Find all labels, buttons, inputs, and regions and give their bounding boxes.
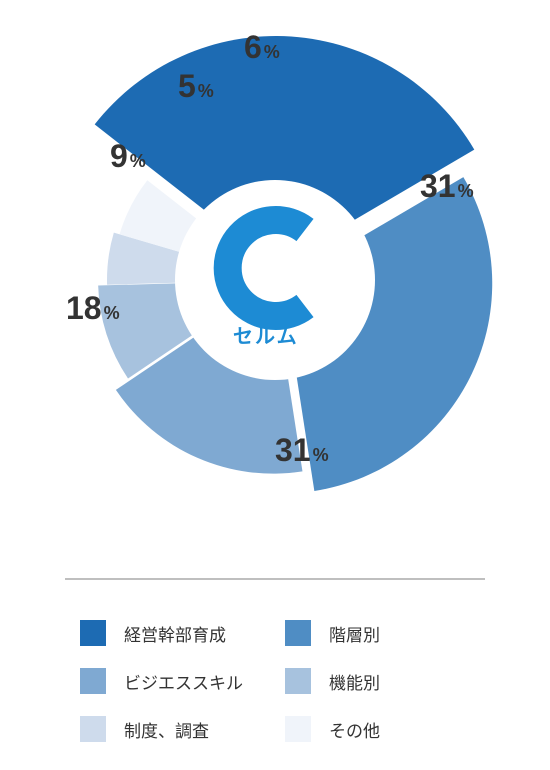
legend-swatch: [285, 668, 311, 694]
pie-chart: 31%31%18%9%5%6% セルム: [0, 0, 550, 560]
center-logo: [0, 0, 550, 560]
legend: 経営幹部育成 階層別ビジエススキル 機能別制度、調査 その他: [80, 620, 470, 742]
legend-item: その他: [285, 716, 470, 742]
legend-swatch: [80, 716, 106, 742]
legend-label: ビジエススキル: [124, 669, 243, 694]
legend-item: 機能別: [285, 668, 470, 694]
legend-item: 制度、調査: [80, 716, 265, 742]
legend-label: 制度、調査: [124, 717, 209, 742]
legend-item: 経営幹部育成: [80, 620, 265, 646]
legend-swatch: [285, 716, 311, 742]
center-label: セルム: [233, 320, 299, 349]
legend-swatch: [80, 668, 106, 694]
legend-label: その他: [329, 717, 380, 742]
legend-swatch: [80, 620, 106, 646]
legend-swatch: [285, 620, 311, 646]
legend-label: 階層別: [329, 621, 380, 646]
divider-line: [65, 578, 485, 580]
legend-item: 階層別: [285, 620, 470, 646]
legend-item: ビジエススキル: [80, 668, 265, 694]
legend-label: 経営幹部育成: [124, 621, 226, 646]
legend-label: 機能別: [329, 669, 380, 694]
